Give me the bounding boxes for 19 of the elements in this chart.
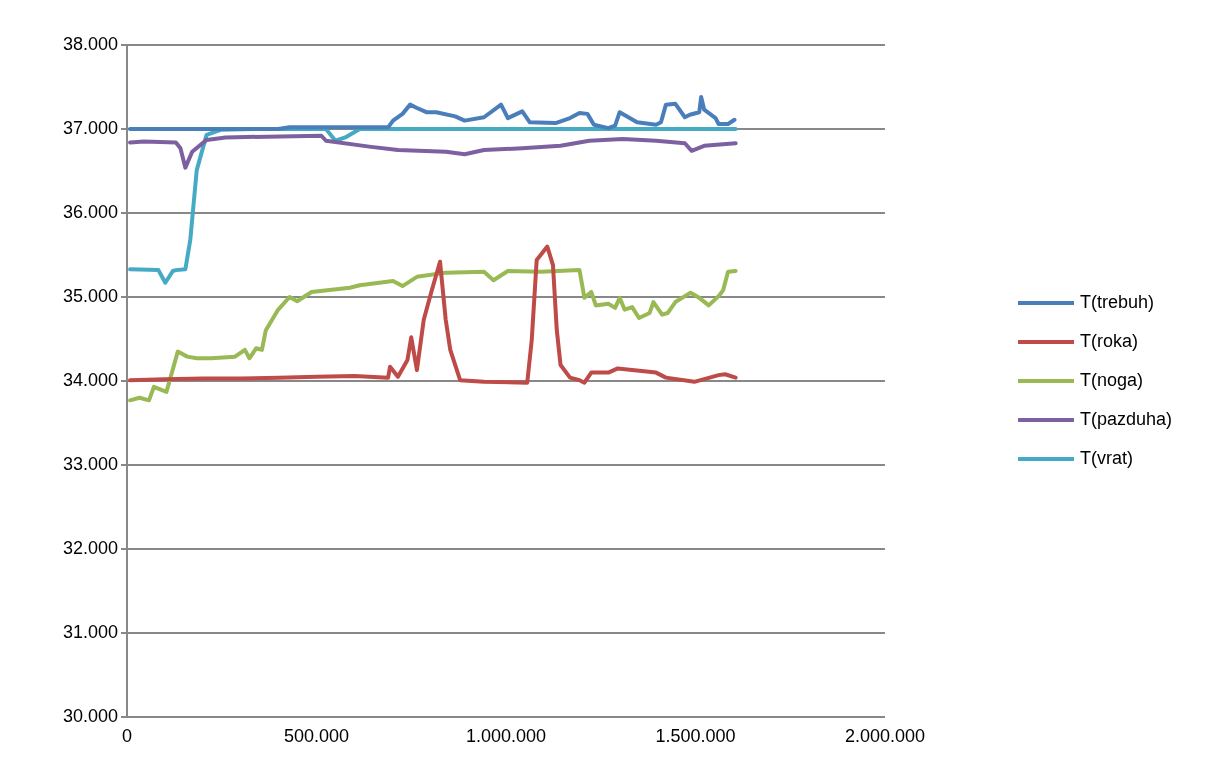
y-tick-label: 36.000 [62, 201, 118, 222]
legend-label: T(pazduha) [1080, 409, 1173, 430]
y-tick-label: 32.000 [62, 537, 118, 558]
x-tick-label: 500.000 [283, 725, 350, 746]
legend-label: T(noga) [1080, 370, 1144, 391]
y-tick-label: 35.000 [62, 285, 118, 306]
x-tick-label: 2.000.000 [844, 725, 925, 746]
x-tick-label: 0 [121, 725, 133, 746]
x-tick-label: 1.000.000 [465, 725, 547, 746]
legend-label: T(trebuh) [1080, 292, 1155, 313]
y-tick-label: 38.000 [62, 33, 118, 54]
y-tick-label: 37.000 [62, 117, 118, 138]
legend-label: T(vrat) [1080, 448, 1133, 469]
legend-label: T(roka) [1080, 331, 1138, 352]
y-tick-label: 33.000 [62, 453, 118, 474]
y-tick-label: 31.000 [62, 621, 118, 642]
y-tick-label: 34.000 [62, 369, 118, 390]
y-tick-label: 30.000 [62, 705, 118, 726]
x-tick-label: 1.500.000 [655, 725, 736, 746]
